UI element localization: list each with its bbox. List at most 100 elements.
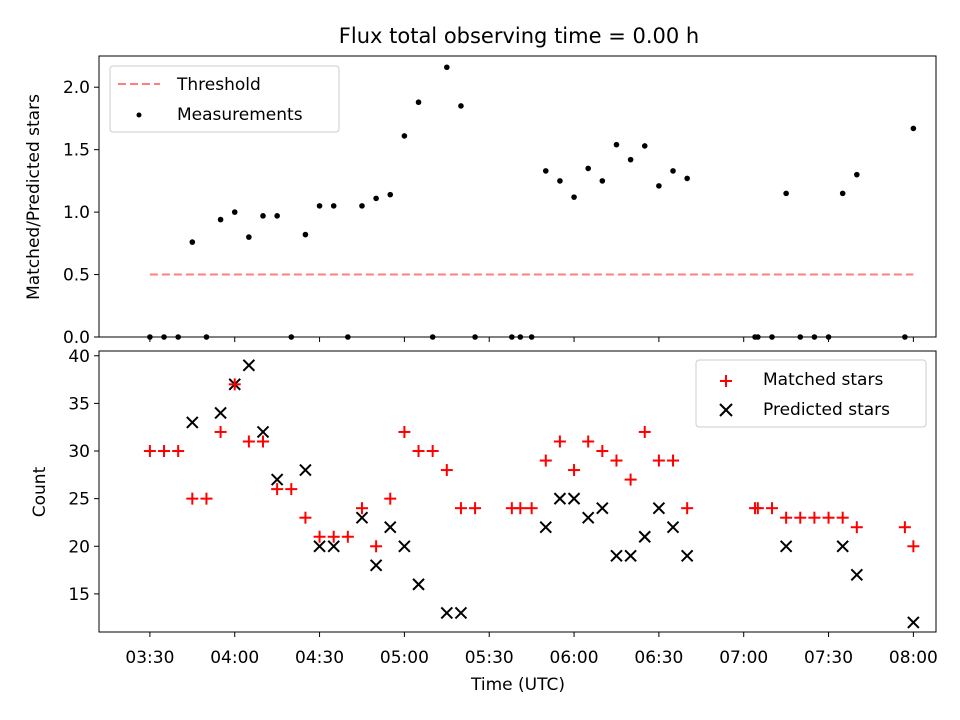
measurement-point — [330, 203, 337, 209]
predicted-star-point — [186, 416, 199, 429]
matched-star-point — [271, 483, 284, 496]
measurement-point — [274, 213, 280, 219]
predicted-star-point — [680, 549, 694, 563]
measurement-point — [415, 99, 422, 106]
top-ytick-label: 1.5 — [63, 141, 90, 161]
matched-star-point — [822, 511, 835, 524]
measurement-point — [783, 190, 789, 197]
matched-star-point — [172, 445, 185, 458]
matched-star-point — [780, 511, 793, 524]
predicted-star-point — [384, 521, 397, 534]
measurement-point — [910, 125, 917, 132]
predicted-star-point — [596, 501, 609, 515]
matched-star-point — [596, 445, 609, 458]
top-ytick-label: 0.5 — [63, 266, 90, 286]
predicted-star-point — [242, 359, 256, 372]
legend-predicted-label: Predicted stars — [763, 400, 890, 420]
bottom-yticks: 15 20 25 30 35 40 — [68, 347, 99, 605]
measurement-point — [557, 178, 563, 184]
predicted-star-point — [327, 540, 340, 553]
chart-title: Flux total observing time = 0.00 h — [339, 24, 699, 48]
predicted-star-point — [907, 616, 920, 629]
matched-star-point — [525, 502, 538, 515]
matched-star-point — [341, 530, 354, 543]
matched-star-point — [214, 425, 227, 438]
matched-star-point — [568, 464, 581, 477]
matched-star-point — [313, 530, 326, 543]
predicted-star-point — [355, 511, 369, 524]
bottom-ytick-label: 20 — [68, 537, 90, 557]
top-xticks — [149, 337, 914, 342]
predicted-star-point — [581, 511, 595, 524]
measurement-point — [359, 203, 365, 209]
matched-star-point — [426, 445, 439, 458]
measurement-point — [670, 168, 676, 174]
predicted-star-point — [624, 549, 637, 563]
matched-star-point — [299, 511, 312, 524]
matched-star-point — [469, 502, 482, 515]
measurement-point — [656, 183, 662, 189]
matched-star-point — [808, 511, 821, 524]
x-tick-label: 06:00 — [550, 648, 599, 668]
predicted-star-point — [553, 492, 567, 505]
matched-star-point — [751, 502, 764, 515]
measurement-point — [599, 178, 606, 184]
matched-star-point — [242, 435, 255, 448]
top-ytick-label: 2.0 — [63, 78, 90, 98]
bottom-ytick-label: 35 — [68, 394, 90, 414]
measurement-point — [189, 239, 196, 245]
matched-star-point — [638, 425, 651, 438]
x-tick-label: 04:30 — [295, 648, 344, 668]
measurement-point — [641, 143, 648, 149]
predicted-star-point — [398, 540, 411, 553]
predicted-star-point — [412, 578, 425, 591]
bottom-ytick-label: 30 — [68, 442, 90, 462]
matched-star-point — [794, 511, 807, 524]
matched-star-point — [553, 435, 566, 448]
top-ytick-label: 1.0 — [63, 203, 90, 223]
matched-star-point — [907, 540, 920, 553]
predicted-star-point — [610, 549, 623, 563]
top-axes-frame — [98, 55, 937, 338]
matched-star-point — [370, 540, 383, 553]
x-tick-label: 05:30 — [465, 648, 514, 668]
matched-star-point — [514, 502, 527, 515]
measurement-point — [684, 175, 690, 182]
legend-measurements-label: Measurements — [177, 105, 303, 125]
legend-matched-swatch — [720, 375, 732, 387]
measurement-point — [231, 209, 238, 215]
matched-star-point — [412, 445, 425, 458]
x-axis-label: Time (UTC) — [470, 675, 565, 695]
top-ytick-label: 0.0 — [63, 328, 90, 348]
bottom-legend: Matched stars Predicted stars — [695, 359, 927, 428]
x-tick-label: 07:00 — [719, 648, 768, 668]
top-legend-box — [109, 65, 340, 133]
measurement-point — [571, 194, 577, 200]
matched-star-point — [257, 435, 270, 448]
matched-star-point — [285, 483, 298, 496]
matched-star-point — [384, 492, 397, 505]
matched-star-point — [158, 445, 171, 458]
measurement-point — [542, 168, 549, 174]
legend-measurements-swatch — [136, 112, 142, 118]
matched-star-point — [765, 502, 778, 515]
predicted-star-point — [369, 559, 383, 572]
matched-star-point — [355, 502, 368, 515]
matched-star-point — [200, 492, 213, 505]
matched-star-point — [186, 492, 199, 505]
legend-threshold-label: Threshold — [176, 75, 261, 95]
matched-star-point — [681, 502, 694, 515]
x-tick-label: 05:00 — [380, 648, 429, 668]
measurement-point — [585, 165, 591, 172]
x-tick-label: 08:00 — [889, 648, 938, 668]
matched-star-point — [667, 454, 680, 467]
x-tick-label: 07:30 — [804, 648, 853, 668]
predicted-star-point — [440, 606, 454, 620]
predicted-star-point — [214, 406, 227, 420]
top-axes: 0.00.51.01.52.0 Matched/Predicted stars … — [24, 55, 937, 348]
matched-star-point — [539, 454, 552, 467]
measurement-point — [839, 190, 846, 197]
x-tick-label: 04:00 — [210, 648, 259, 668]
measurement-point — [373, 195, 379, 202]
